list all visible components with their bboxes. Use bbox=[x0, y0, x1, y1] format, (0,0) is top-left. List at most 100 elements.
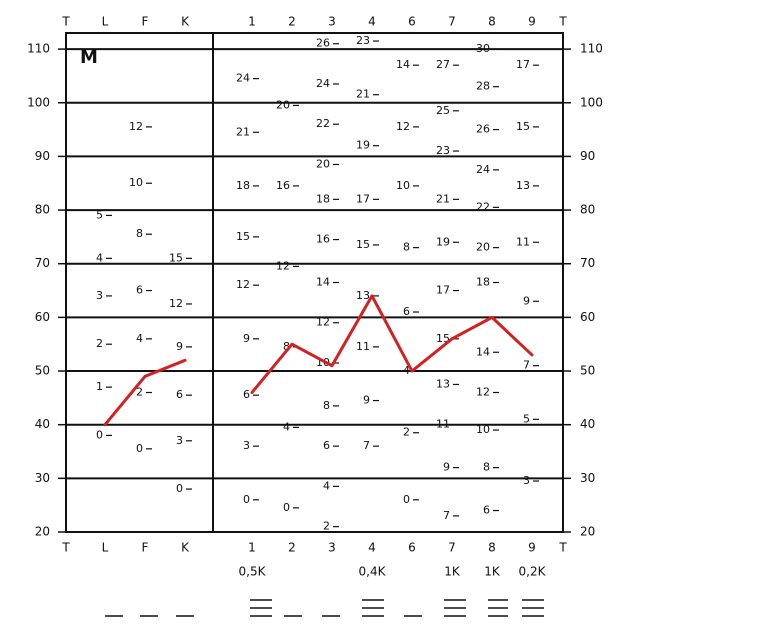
raw-score-label: 16 bbox=[276, 179, 290, 192]
raw-score-label: 3 bbox=[96, 289, 103, 302]
raw-score-label: 12 bbox=[476, 385, 490, 398]
raw-score-label: 6 bbox=[483, 504, 490, 517]
raw-score-label: 20 bbox=[476, 241, 490, 254]
x-tick-label: 2 bbox=[288, 15, 296, 29]
raw-score-label: 17 bbox=[356, 192, 370, 205]
y-tick-label: 80 bbox=[35, 203, 50, 217]
raw-score-label: 30 bbox=[476, 42, 490, 55]
x-tick-label: 4 bbox=[368, 541, 376, 555]
raw-score-label: 12 bbox=[169, 297, 183, 310]
raw-score-label: 28 bbox=[476, 80, 490, 93]
y-tick-label: 60 bbox=[580, 310, 595, 324]
raw-score-label: 4 bbox=[283, 420, 290, 433]
raw-score-label: 5 bbox=[96, 208, 103, 221]
raw-score-label: 15 bbox=[236, 230, 250, 243]
y-tick-label: 30 bbox=[35, 471, 50, 485]
raw-score-label: 5 bbox=[523, 412, 530, 425]
raw-score-label: 23 bbox=[356, 34, 370, 47]
raw-score-label: 24 bbox=[236, 72, 250, 85]
raw-score-label: 9 bbox=[176, 340, 183, 353]
raw-score-label: 12 bbox=[396, 120, 410, 133]
raw-score-label: 18 bbox=[236, 179, 250, 192]
raw-score-label: 21 bbox=[356, 88, 370, 101]
k-correction-label: 0,5K bbox=[239, 565, 267, 579]
k-correction-label: 0,2K bbox=[519, 565, 547, 579]
x-tick-label: K bbox=[181, 541, 190, 555]
x-tick-label: F bbox=[142, 15, 149, 29]
raw-score-label: 8 bbox=[403, 241, 410, 254]
raw-score-label: 12 bbox=[316, 316, 330, 329]
y-tick-label: 100 bbox=[27, 95, 50, 109]
x-tick-label: 8 bbox=[488, 15, 496, 29]
raw-score-label: 3 bbox=[176, 434, 183, 447]
raw-score-label: 0 bbox=[176, 482, 183, 495]
raw-score-label: 1 bbox=[96, 380, 103, 393]
y-tick-label: 70 bbox=[35, 256, 50, 270]
raw-score-label: 2 bbox=[323, 520, 330, 533]
raw-score-label: 11 bbox=[436, 418, 450, 431]
raw-score-label: 4 bbox=[323, 479, 330, 492]
raw-score-label: 21 bbox=[436, 192, 450, 205]
raw-score-label: 9 bbox=[523, 294, 530, 307]
raw-score-label: 13 bbox=[436, 377, 450, 390]
x-tick-label: F bbox=[142, 541, 149, 555]
y-tick-label: 50 bbox=[35, 364, 50, 378]
raw-score-label: 7 bbox=[363, 439, 370, 452]
x-tick-label: 3 bbox=[328, 15, 336, 29]
raw-score-label: 13 bbox=[516, 179, 530, 192]
profile-line bbox=[250, 294, 534, 394]
raw-score-label: 22 bbox=[476, 200, 490, 213]
raw-score-label: 19 bbox=[436, 235, 450, 248]
raw-score-label: 14 bbox=[396, 58, 410, 71]
x-tick-label: 9 bbox=[528, 541, 536, 555]
y-tick-label: 40 bbox=[580, 417, 595, 431]
y-tick-label: 80 bbox=[580, 203, 595, 217]
raw-score-label: 15 bbox=[356, 238, 370, 251]
x-tick-label: 4 bbox=[368, 15, 376, 29]
y-tick-label: 110 bbox=[580, 42, 603, 56]
raw-score-label: 2 bbox=[136, 385, 143, 398]
raw-score-label: 16 bbox=[316, 233, 330, 246]
raw-score-label: 10 bbox=[476, 423, 490, 436]
raw-score-label: 27 bbox=[436, 58, 450, 71]
raw-score-label: 6 bbox=[323, 439, 330, 452]
x-tick-label: 3 bbox=[328, 541, 336, 555]
x-tick-label: 8 bbox=[488, 541, 496, 555]
y-tick-label: 100 bbox=[580, 95, 603, 109]
y-tick-label: 110 bbox=[27, 42, 50, 56]
raw-score-label: 17 bbox=[516, 58, 530, 71]
raw-score-label: 0 bbox=[403, 493, 410, 506]
raw-score-label: 6 bbox=[136, 284, 143, 297]
raw-score-label: 3 bbox=[243, 439, 250, 452]
raw-score-label: 9 bbox=[443, 461, 450, 474]
raw-score-label: 20 bbox=[276, 98, 290, 111]
raw-score-label: 4 bbox=[96, 251, 103, 264]
k-correction-label: 1K bbox=[444, 565, 461, 579]
raw-score-label: 0 bbox=[283, 501, 290, 514]
raw-score-label: 2 bbox=[96, 337, 103, 350]
raw-score-label: 0 bbox=[136, 442, 143, 455]
raw-score-label: 26 bbox=[316, 37, 330, 50]
raw-score-label: 4 bbox=[403, 364, 410, 377]
x-tick-label: 6 bbox=[408, 15, 416, 29]
raw-score-label: 7 bbox=[443, 509, 450, 522]
raw-score-label: 9 bbox=[243, 332, 250, 345]
raw-score-label: 18 bbox=[316, 192, 330, 205]
y-tick-label: 70 bbox=[580, 256, 595, 270]
raw-score-label: 24 bbox=[316, 77, 330, 90]
raw-score-label: 6 bbox=[176, 388, 183, 401]
profile-line bbox=[103, 358, 187, 427]
raw-score-label: 18 bbox=[476, 276, 490, 289]
y-tick-label: 50 bbox=[580, 364, 595, 378]
x-tick-label: 7 bbox=[448, 15, 456, 29]
y-tick-label: 30 bbox=[580, 471, 595, 485]
raw-score-label: 0 bbox=[96, 428, 103, 441]
raw-score-label: 6 bbox=[403, 305, 410, 318]
raw-score-label: 2 bbox=[403, 426, 410, 439]
x-tick-label: 2 bbox=[288, 541, 296, 555]
raw-score-label: 12 bbox=[129, 120, 143, 133]
axis-label: T bbox=[558, 15, 567, 29]
raw-score-label: 19 bbox=[356, 139, 370, 152]
